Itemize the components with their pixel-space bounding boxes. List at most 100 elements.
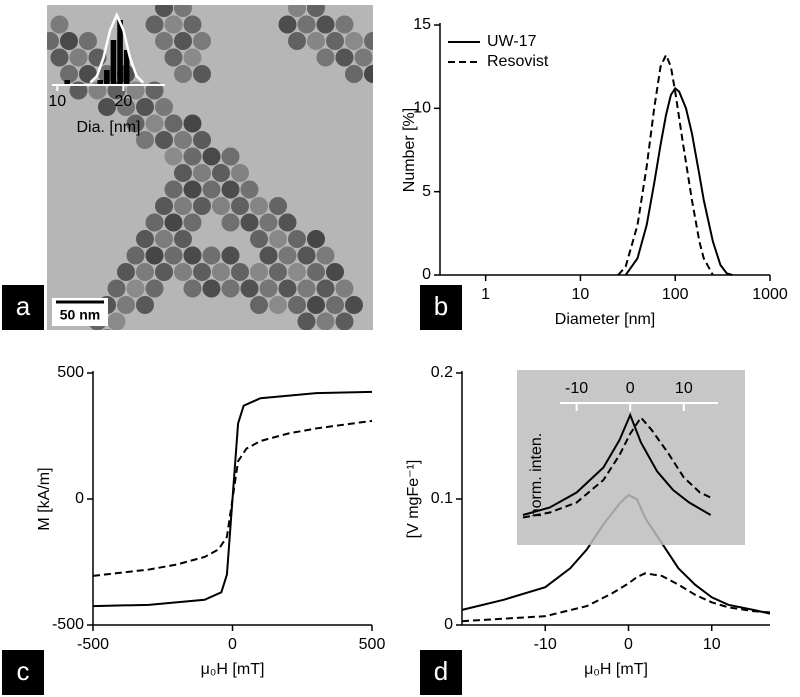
panel-label-box [420,650,462,695]
panel-b: 1 10 100 1000 0 5 10 15 Diameter [nm] Number [%] U… [401,16,788,328]
y-tick-label: 0 [444,616,453,633]
fit-curve [89,11,145,84]
particle [221,180,240,199]
particle [307,296,325,314]
particle [364,32,373,50]
particle [335,48,354,67]
particle [79,65,97,83]
particle [250,230,268,248]
particle [231,197,249,215]
particle [297,312,316,330]
particle [193,263,211,281]
particle [102,329,112,330]
particle [240,279,259,298]
panel-c: -500 0 500 -500 0 500 μ₀H [mT] M [kA/m] [36,364,385,678]
particle [259,213,278,232]
y-tick-label: 10 [413,100,431,117]
particle [155,131,173,149]
particle [60,32,78,50]
particle [335,15,354,34]
particle [193,32,211,50]
particle [316,15,335,34]
particle [297,279,316,298]
particle [345,296,363,314]
particle [269,296,287,314]
panel-label: b [434,291,448,321]
particle [278,15,297,34]
particle [326,263,344,281]
particle [107,312,126,330]
particle [231,263,249,281]
y-tick-label: 0.2 [431,364,453,381]
panel-label-box [420,285,462,330]
particle [164,48,183,67]
x-tick-label: 500 [359,636,386,653]
particle [174,65,192,83]
particle [259,279,278,298]
series-line [522,412,712,516]
particle [145,279,164,298]
particle [316,312,335,330]
y-tick-label: 15 [413,16,431,33]
x-tick-label: 0 [228,636,237,653]
particle [174,32,192,50]
panel-label: c [17,656,30,686]
particle [354,48,373,67]
particle [164,246,183,265]
particle [250,263,268,281]
particle [174,197,192,215]
particle [345,65,363,83]
particle [278,213,297,232]
particle [98,98,116,116]
particle [221,246,240,265]
x-tick-label: 10 [675,380,693,397]
particle [335,312,354,330]
particle [288,230,306,248]
particle [183,246,202,265]
particle [335,279,354,298]
particle [183,279,202,298]
particle [174,164,192,182]
particle [269,197,287,215]
particle [183,213,202,232]
particle [202,147,221,166]
particle [183,48,202,67]
particle [136,296,154,314]
particle [126,279,145,298]
particle [240,180,259,199]
x-tick-label: 0 [624,636,633,653]
particle [278,279,297,298]
panel-label-box [2,285,44,330]
x-tick-label: -10 [565,380,588,397]
particle [202,246,221,265]
bar [97,80,104,85]
x-tick-label: 10 [572,286,590,303]
particle [60,65,78,83]
particle [155,32,173,50]
particle [212,164,230,182]
particle [202,279,221,298]
particle [326,32,344,50]
particle [145,246,164,265]
y-tick-label: 0.1 [431,490,453,507]
particle [221,147,240,166]
particle [269,230,287,248]
particle [126,114,145,133]
particle [155,5,173,17]
legend-label: UW-17 [487,33,537,50]
series-line [624,86,733,276]
particle [326,296,344,314]
scale-bar-label: 50 nm [60,307,100,323]
series-line [522,415,712,519]
particle [183,114,202,133]
particle [50,15,69,34]
x-tick-label: 0 [626,380,635,397]
y-axis-label: [V mgFe⁻¹] [405,460,422,539]
particle [117,98,135,116]
panel-a-inset: 10 20 Dia. [nm] [48,11,165,136]
particle [164,147,183,166]
particle [221,279,240,298]
particle [307,263,325,281]
x-tick-label: -10 [534,636,557,653]
series-line [461,572,771,623]
